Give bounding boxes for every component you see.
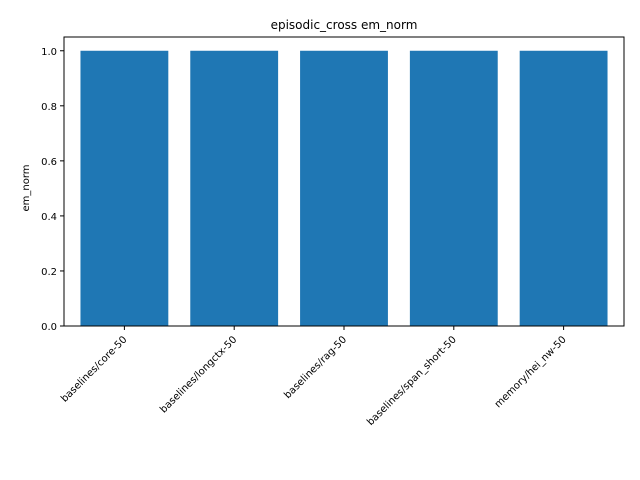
y-tick-label: 0.0	[41, 322, 57, 333]
x-tick-label: baselines/core-50	[59, 334, 129, 404]
bars-group	[80, 50, 608, 327]
y-tick-label: 0.6	[41, 157, 57, 168]
x-ticks-group: baselines/core-50 baselines/longctx-50 bas…	[59, 326, 569, 428]
x-tick-label: baselines/rag-50	[282, 334, 349, 401]
y-tick-label: 0.2	[41, 267, 57, 278]
x-tick-label: memory/hei_nw-50	[493, 334, 569, 410]
x-tick-label: baselines/span_short-50	[365, 334, 459, 428]
y-tick-label: 0.8	[41, 102, 57, 113]
y-tick-label: 1.0	[41, 47, 57, 58]
x-tick-label: baselines/longctx-50	[158, 334, 239, 415]
bar-1	[190, 50, 279, 327]
plot-frame	[63, 36, 625, 327]
chart-title: episodic_cross em_norm	[271, 18, 418, 32]
y-tick-label: 0.4	[41, 212, 57, 223]
bar-3	[409, 50, 498, 327]
y-ticks-group: 0.0 0.2 0.4 0.6 0.8 1.0	[41, 47, 64, 333]
bar-0	[80, 50, 169, 327]
y-axis-label: em_norm	[21, 164, 32, 211]
bar-4	[519, 50, 608, 327]
bar-2	[300, 50, 388, 327]
